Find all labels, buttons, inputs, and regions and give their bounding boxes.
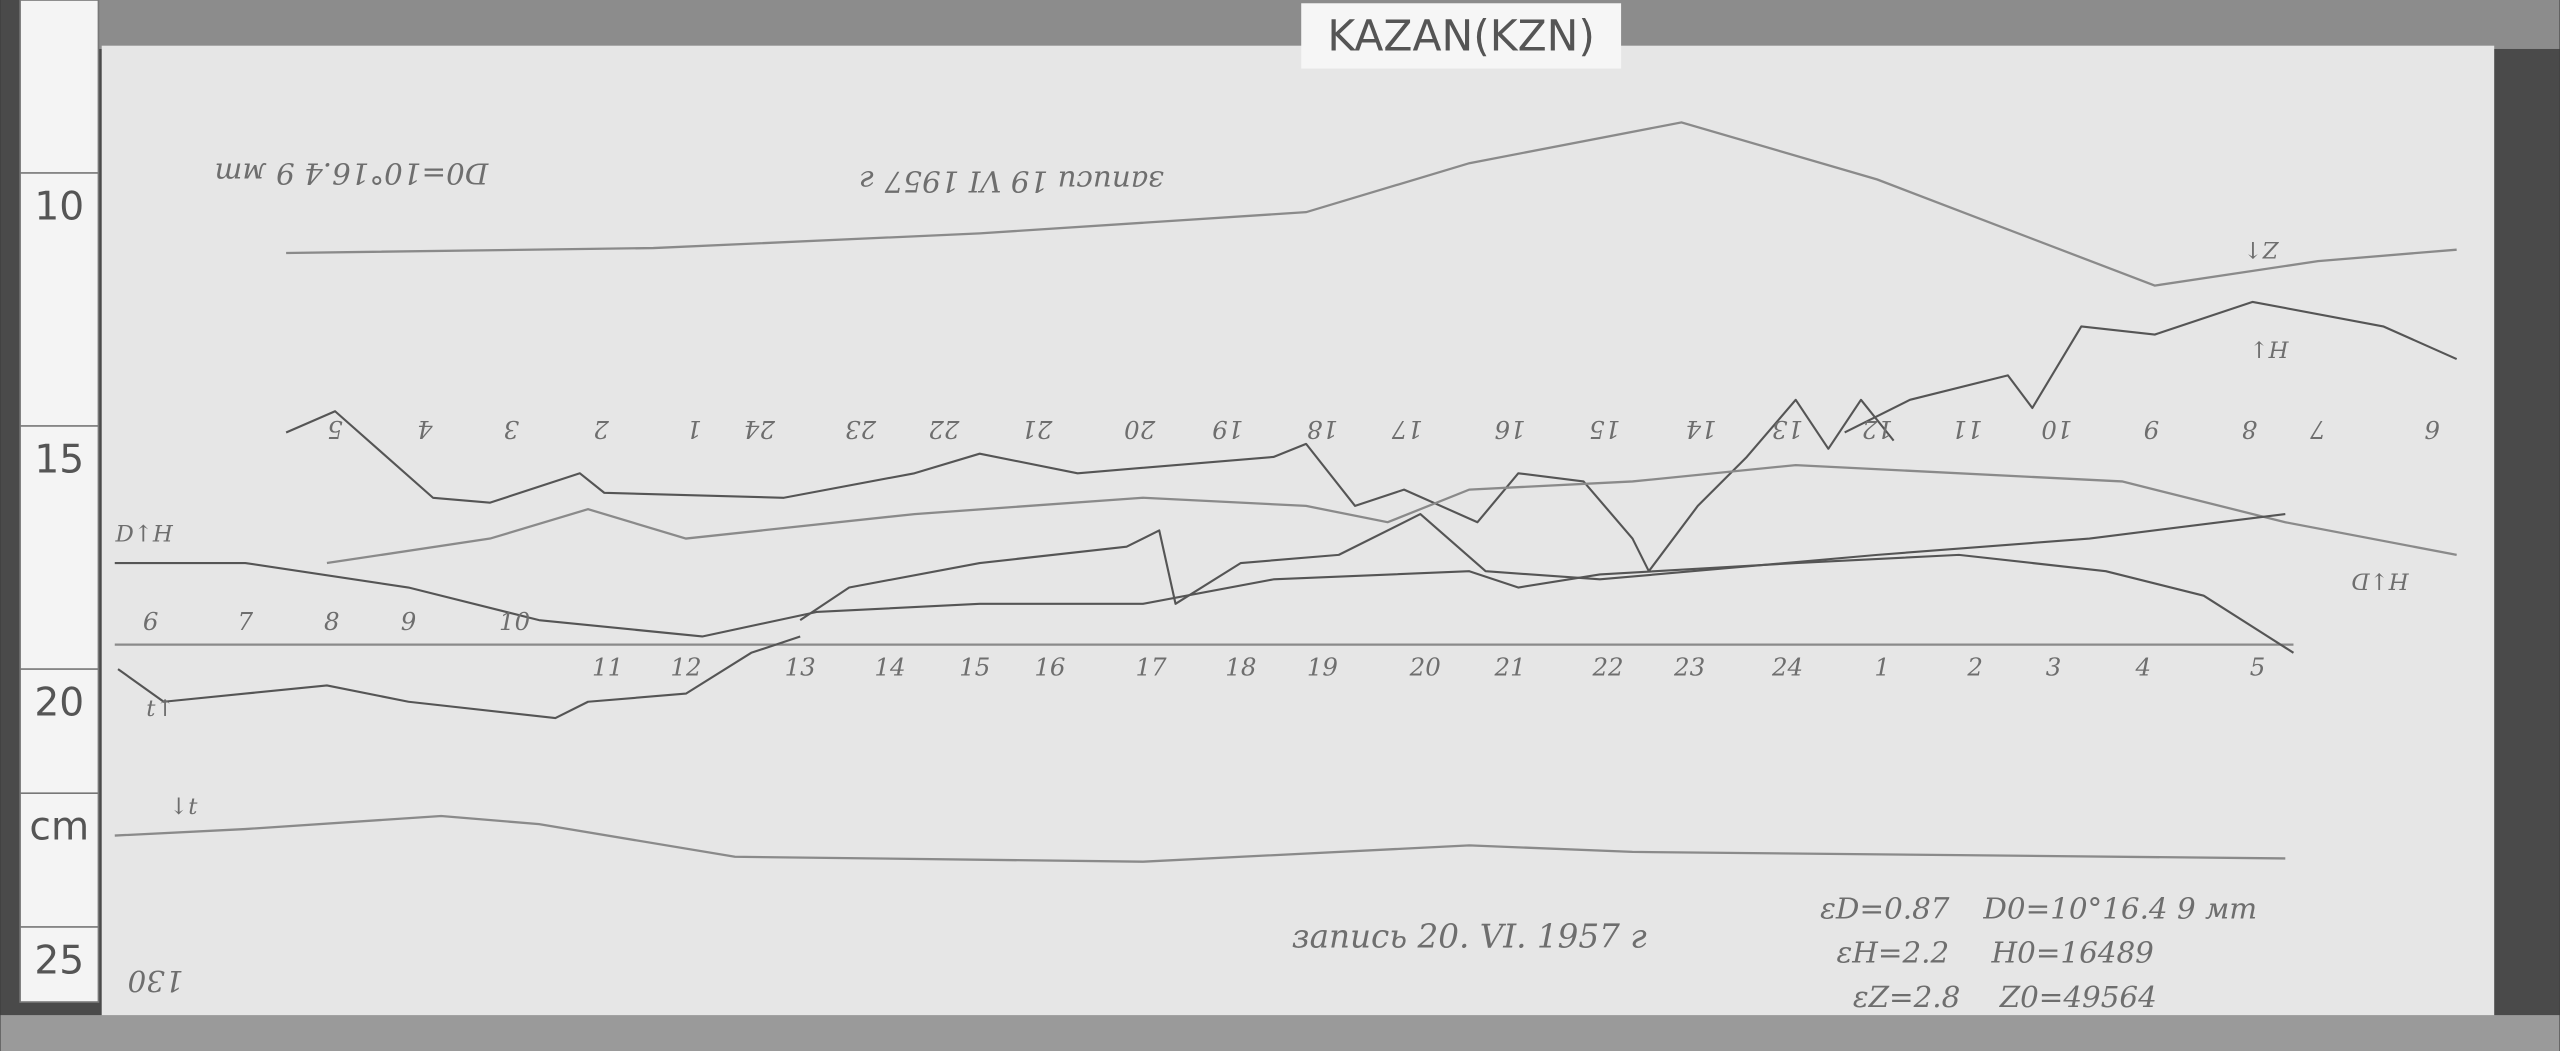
bottom-hour: 24 <box>1771 653 1803 682</box>
bottom-hour: 17 <box>1136 653 1168 682</box>
base-note: Z0=49564 <box>1999 980 2157 1014</box>
top-date-note: записи 19 VI 1957 г <box>860 165 1164 199</box>
bottom-hour: 12 <box>670 653 701 682</box>
trace-d2 <box>114 553 2295 654</box>
top-hour: 12 <box>1862 415 1893 444</box>
bottom-hour: 23 <box>1673 653 1705 682</box>
bottom-hour: 19 <box>1307 653 1338 682</box>
top-hour: 9 <box>2144 415 2160 444</box>
bottom-hour: 4 <box>2135 653 2152 682</box>
top-hour: 5 <box>327 415 343 444</box>
top-hour: 2 <box>593 415 610 444</box>
top-hour: 19 <box>1212 415 1243 444</box>
top-hour: 23 <box>845 415 877 444</box>
trace-z <box>286 121 2457 287</box>
trace-label: H↓ <box>2249 336 2289 362</box>
bottom-hour: 2 <box>1966 653 1983 682</box>
top-hour: 6 <box>2424 415 2440 444</box>
top-hour: 14 <box>1685 415 1716 444</box>
label-card <box>1301 3 1622 69</box>
ruler-label: 25 <box>34 938 84 983</box>
top-hour: 16 <box>1495 415 1526 444</box>
top-hour: 24 <box>744 415 776 444</box>
bottom-hour: 16 <box>1034 653 1065 682</box>
bottom-date-note: запись 20. VI. 1957 г <box>1292 917 1648 955</box>
trace-h <box>1844 300 2458 434</box>
bottom-hour: 14 <box>874 653 905 682</box>
bottom-hour: 13 <box>785 653 816 682</box>
scale-note: εH=2.2 <box>1837 936 1950 970</box>
top-hour: 20 <box>1124 415 1156 444</box>
bottom-hour: 20 <box>1409 653 1441 682</box>
top-hour: 10 <box>2041 415 2072 444</box>
trace-label: Z↑ <box>2243 236 2279 262</box>
top-hour: 7 <box>2310 415 2326 444</box>
top-hour: 22 <box>928 415 960 444</box>
trace-label: H↓D <box>2351 567 2409 593</box>
base-note: H0=16489 <box>1991 936 2154 970</box>
top-hour: 18 <box>1307 415 1338 444</box>
bottom-hour: 15 <box>959 653 990 682</box>
trace-t <box>117 635 801 720</box>
bottom-edge <box>0 1015 2560 1051</box>
ruler-label: 20 <box>34 681 84 726</box>
top-hour: 15 <box>1589 415 1620 444</box>
top-hour: 17 <box>1391 415 1423 444</box>
bottom-hour: 11 <box>592 653 623 682</box>
top-hour: 11 <box>1951 415 1982 444</box>
ruler-label: 15 <box>34 437 84 482</box>
trace-h2 <box>326 463 2457 565</box>
bottom-hour: 22 <box>1591 653 1623 682</box>
paper <box>101 45 2495 1025</box>
top-hour: 4 <box>417 415 434 444</box>
trace-label: D↑H <box>114 521 173 547</box>
trace-d <box>285 398 1895 573</box>
bottom-hour: 10 <box>499 607 530 636</box>
bottom-hour: 5 <box>2250 653 2266 682</box>
bottom-hour: 6 <box>143 607 159 636</box>
scale-note: εZ=2.8 <box>1853 980 1960 1014</box>
base-note: D0=10°16.4 9 мт <box>1982 892 2257 926</box>
bottom-hour: 1 <box>1874 653 1890 682</box>
ruler-label: 10 <box>34 184 84 229</box>
top-hour: 21 <box>1021 415 1053 444</box>
trace-d3 <box>799 513 2286 622</box>
trace-t2 <box>114 814 2286 863</box>
top-hour: 1 <box>686 415 702 444</box>
ruler-label: cm <box>29 805 89 850</box>
ruler <box>19 0 100 1003</box>
top-hour: 13 <box>1772 415 1803 444</box>
sheet-number: 130 <box>128 964 184 998</box>
scale-note: εD=0.87 <box>1820 892 1950 926</box>
trace-label: t↑ <box>146 696 174 722</box>
bottom-hour: 21 <box>1494 653 1526 682</box>
bottom-hour: 7 <box>238 607 254 636</box>
station-label: KAZAN(KZN) <box>1327 13 1595 62</box>
top-base-note: D0=10°16.4 9 мт <box>215 156 490 190</box>
bottom-hour: 18 <box>1225 653 1256 682</box>
bottom-hour: 9 <box>401 607 417 636</box>
bottom-hour: 3 <box>2046 653 2062 682</box>
bottom-hour: 8 <box>324 607 340 636</box>
trace-label: ↓t <box>169 794 198 820</box>
top-hour: 3 <box>504 415 520 444</box>
top-hour: 8 <box>2242 415 2258 444</box>
